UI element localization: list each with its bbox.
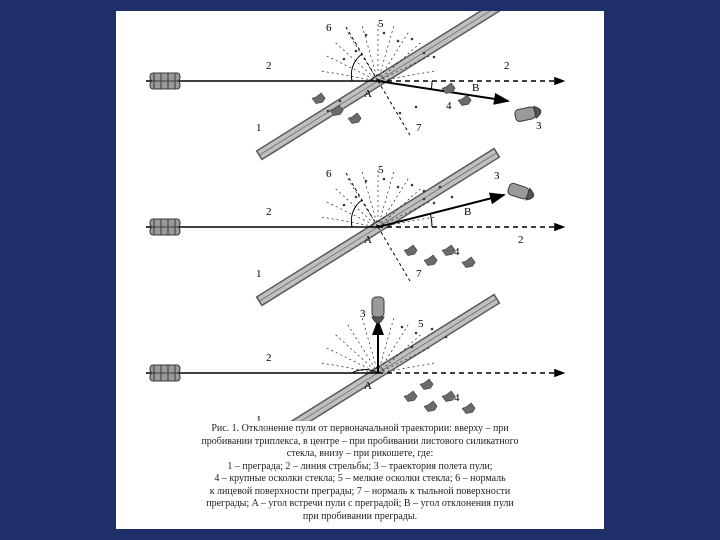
label-5: 5 bbox=[378, 164, 384, 176]
dot bbox=[439, 186, 442, 189]
dot bbox=[383, 32, 386, 35]
label-A: A bbox=[364, 88, 372, 100]
dot bbox=[423, 52, 426, 55]
label-2: 2 bbox=[266, 206, 272, 218]
ray bbox=[362, 25, 378, 81]
label-2: 2 bbox=[266, 60, 272, 72]
caption-l1: Рис. 1. Отклонение пули от первоначально… bbox=[211, 423, 508, 434]
dot bbox=[433, 56, 436, 59]
ray bbox=[362, 317, 378, 373]
dot bbox=[343, 204, 346, 207]
dot bbox=[355, 50, 358, 53]
ray bbox=[335, 42, 378, 81]
dot bbox=[433, 202, 436, 205]
dot bbox=[339, 100, 342, 103]
arc-B bbox=[431, 81, 432, 89]
label-A: A bbox=[364, 234, 372, 246]
panel-bot: 1 2 3 4 5 A bbox=[146, 295, 564, 421]
ray bbox=[362, 171, 378, 227]
dot bbox=[397, 40, 400, 43]
figure-caption: Рис. 1. Отклонение пули от первоначально… bbox=[116, 423, 604, 523]
label-6: 6 bbox=[326, 22, 332, 34]
label-4: 4 bbox=[454, 246, 460, 258]
caption-l6: к лицевой поверхности преграды; 7 – норм… bbox=[210, 486, 511, 497]
slide-frame: 1 2 3 4 5 6 7 2 A B 1 2 3 4 5 6 7 2 A B 1 2 3 4 5 A Рис. 1. Откло… bbox=[0, 0, 720, 540]
dot bbox=[401, 326, 404, 329]
dot bbox=[423, 198, 426, 201]
caption-l7: преграды; A – угол встречи пули с прегра… bbox=[206, 498, 514, 509]
dot bbox=[415, 332, 418, 335]
label-5: 5 bbox=[418, 318, 424, 330]
dot bbox=[365, 180, 368, 183]
label-1: 1 bbox=[256, 268, 262, 280]
label-1: 1 bbox=[256, 122, 262, 134]
dot bbox=[423, 190, 426, 193]
dot bbox=[343, 58, 346, 61]
ray bbox=[326, 348, 378, 373]
dot bbox=[445, 336, 448, 339]
label-3: 3 bbox=[360, 308, 366, 320]
dot bbox=[365, 34, 368, 37]
label-4: 4 bbox=[446, 100, 452, 112]
label-B: B bbox=[472, 82, 479, 94]
panel-top: 1 2 3 4 5 6 7 2 A B bbox=[146, 11, 564, 159]
barrier bbox=[257, 11, 500, 159]
figure-svg: 1 2 3 4 5 6 7 2 A B 1 2 3 4 5 6 7 2 A B 1 2 3 4 5 A bbox=[116, 11, 604, 421]
deflected-line bbox=[378, 81, 508, 101]
dot bbox=[383, 178, 386, 181]
dot bbox=[431, 328, 434, 331]
ray bbox=[347, 324, 378, 373]
label-4: 4 bbox=[454, 392, 460, 404]
dot bbox=[399, 112, 402, 115]
ray bbox=[335, 334, 378, 373]
ray bbox=[335, 188, 378, 227]
dot bbox=[411, 346, 414, 349]
label-7: 7 bbox=[416, 122, 422, 134]
dot bbox=[411, 38, 414, 41]
label-1: 1 bbox=[256, 414, 262, 421]
caption-l3: стекла, внизу – при рикошете, где: bbox=[287, 448, 433, 459]
dot bbox=[397, 186, 400, 189]
arc-B bbox=[430, 214, 432, 227]
label-6: 6 bbox=[326, 168, 332, 180]
panel-mid: 1 2 3 4 5 6 7 2 A B bbox=[146, 149, 564, 306]
dot bbox=[355, 196, 358, 199]
ray bbox=[321, 217, 378, 227]
label-2b: 2 bbox=[504, 60, 510, 72]
label-2b: 2 bbox=[518, 234, 524, 246]
caption-l2: пробивании триплекса, в центре – при про… bbox=[201, 436, 518, 447]
dot bbox=[451, 196, 454, 199]
caption-l8: при пробивании преграды. bbox=[303, 511, 417, 522]
dot bbox=[327, 110, 330, 113]
dot bbox=[415, 106, 418, 109]
label-2: 2 bbox=[266, 352, 272, 364]
label-5: 5 bbox=[378, 18, 384, 30]
ray bbox=[321, 71, 378, 81]
figure-paper: 1 2 3 4 5 6 7 2 A B 1 2 3 4 5 6 7 2 A B 1 2 3 4 5 A Рис. 1. Откло… bbox=[116, 11, 604, 529]
normal-7 bbox=[378, 81, 410, 135]
caption-l5: 4 – крупные осколки стекла; 5 – мелкие о… bbox=[214, 473, 505, 484]
label-A: A bbox=[364, 380, 372, 392]
normal-7 bbox=[378, 227, 410, 281]
dot bbox=[411, 184, 414, 187]
ray bbox=[321, 363, 378, 373]
label-7: 7 bbox=[416, 268, 422, 280]
caption-l4: 1 – преграда; 2 – линия стрельбы; 3 – тр… bbox=[227, 461, 492, 472]
label-B: B bbox=[464, 206, 471, 218]
label-3: 3 bbox=[494, 170, 500, 182]
label-3: 3 bbox=[536, 120, 542, 132]
